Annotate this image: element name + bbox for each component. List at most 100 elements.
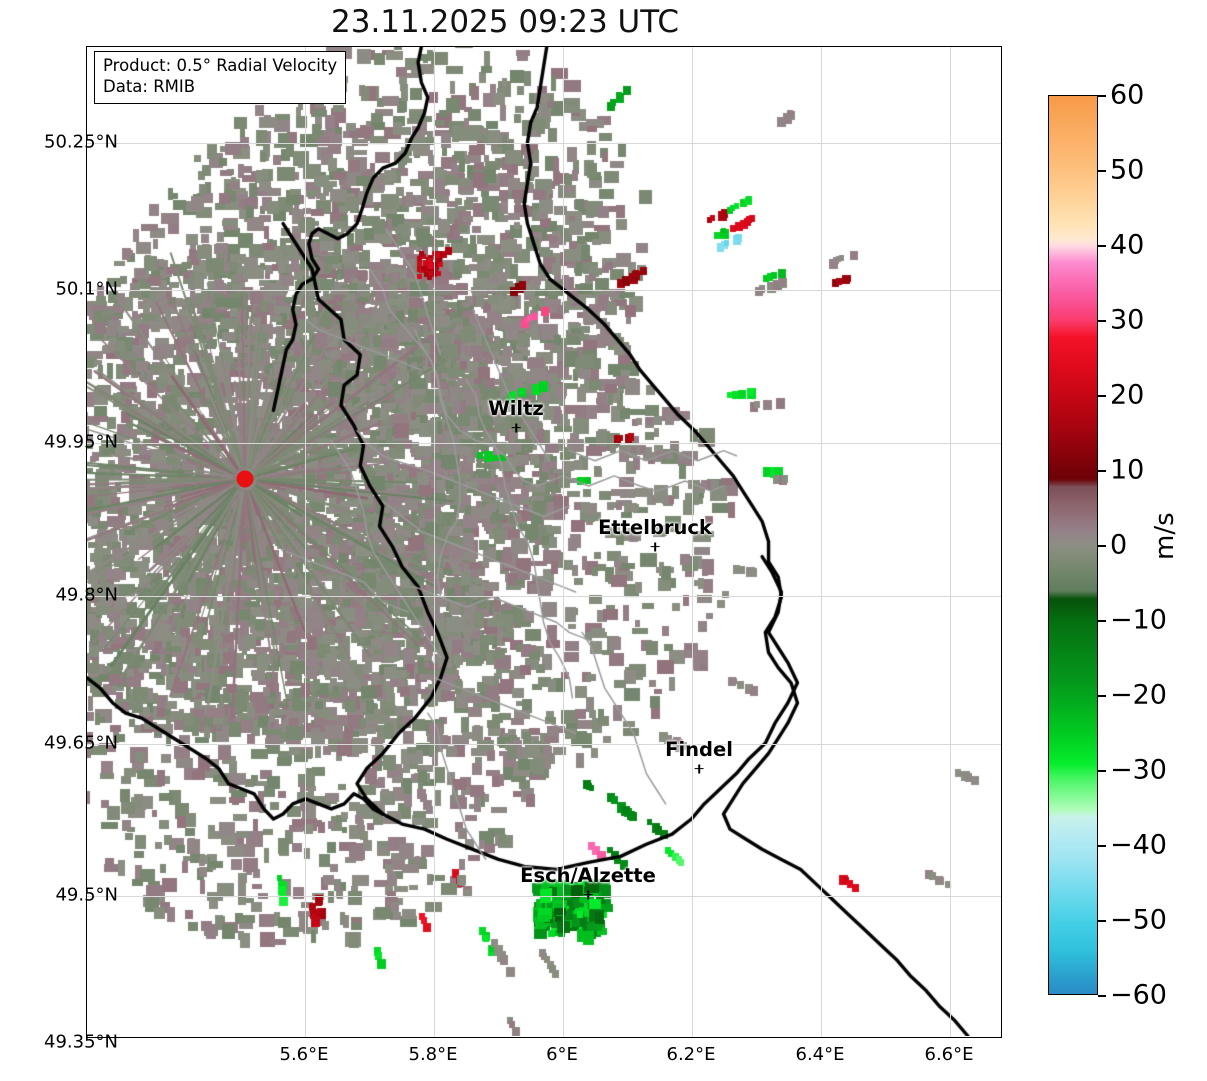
colorbar-tick <box>1098 95 1106 97</box>
colorbar-segment <box>1049 546 1097 562</box>
city-marker-esch-alzette: Esch/Alzette <box>520 864 656 901</box>
radar-site-marker <box>236 470 254 488</box>
colorbar[interactable] <box>1048 95 1098 995</box>
gridline-lon <box>305 47 306 1037</box>
colorbar-tick-label-1: 50 <box>1110 154 1145 186</box>
colorbar-tick-label-11: −50 <box>1110 904 1167 936</box>
colorbar-segment <box>1049 276 1097 292</box>
city-label: Findel <box>665 738 733 761</box>
lon-tick-label-0: 5.6°E <box>279 1044 329 1065</box>
lat-tick-label-4: 49.65°N <box>44 732 118 754</box>
colorbar-segment <box>1049 223 1097 240</box>
colorbar-tick-label-0: 60 <box>1110 79 1145 111</box>
lat-tick-label-3: 49.8°N <box>55 584 118 606</box>
colorbar-tick-label-6: 0 <box>1110 529 1128 561</box>
colorbar-tick <box>1098 395 1106 397</box>
colorbar-tick <box>1098 770 1106 772</box>
lat-tick-label-0: 50.25°N <box>44 131 118 153</box>
colorbar-tick <box>1098 245 1106 247</box>
colorbar-segment <box>1049 486 1097 502</box>
colorbar-segment <box>1049 973 1097 994</box>
colorbar-segment <box>1049 576 1097 592</box>
colorbar-unit-label: m/s <box>1150 512 1180 560</box>
colorbar-segment <box>1049 321 1097 337</box>
colorbar-tick-label-3: 30 <box>1110 304 1145 336</box>
colorbar-segment <box>1049 238 1097 247</box>
product-info-box: Product: 0.5° Radial Velocity Data: RMIB <box>94 51 347 104</box>
colorbar-segment <box>1049 291 1097 307</box>
colorbar-segment <box>1049 246 1097 262</box>
colorbar-segment <box>1049 306 1097 322</box>
colorbar-tick <box>1098 845 1106 847</box>
colorbar-tick-label-5: 10 <box>1110 454 1145 486</box>
colorbar-tick <box>1098 170 1106 172</box>
colorbar-segment <box>1049 598 1097 622</box>
city-label: Ettelbruck <box>598 516 712 539</box>
radar-map-plot[interactable]: Wiltz Ettelbruck Findel Esch/Alzette Produc… <box>86 46 1002 1038</box>
colorbar-segment <box>1049 96 1097 135</box>
colorbar-segment <box>1049 621 1097 652</box>
colorbar-segment <box>1049 951 1097 975</box>
colorbar-segment <box>1049 778 1097 795</box>
colorbar-segment <box>1049 171 1097 202</box>
lat-tick-label-2: 49.95°N <box>44 431 118 453</box>
city-label: Wiltz <box>488 397 544 420</box>
gridline-lon <box>563 47 564 1037</box>
colorbar-tick-label-10: −40 <box>1110 829 1167 861</box>
colorbar-tick-label-2: 40 <box>1110 229 1145 261</box>
colorbar-segment <box>1049 591 1097 600</box>
city-cross-icon <box>665 762 733 775</box>
data-source-line: Data: RMIB <box>103 76 196 96</box>
colorbar-segment <box>1049 516 1097 532</box>
gridline-lat <box>87 744 1001 745</box>
colorbar-segment <box>1049 793 1097 810</box>
colorbar-segment <box>1049 763 1097 780</box>
colorbar-tick <box>1098 920 1106 922</box>
city-cross-icon <box>598 540 712 553</box>
colorbar-tick <box>1098 470 1106 472</box>
colorbar-segment <box>1049 478 1097 487</box>
colorbar-tick <box>1098 995 1106 997</box>
lat-tick-label-6: 49.35°N <box>44 1031 118 1053</box>
colorbar-segment <box>1049 201 1097 225</box>
page-title: 23.11.2025 09:23 UTC <box>331 4 679 40</box>
city-marker-wiltz: Wiltz <box>488 397 544 434</box>
gridline-lon <box>821 47 822 1037</box>
product-line: Product: 0.5° Radial Velocity <box>103 56 338 75</box>
colorbar-tick-label-7: −10 <box>1110 604 1167 636</box>
colorbar-segment <box>1049 396 1097 427</box>
gridline-lon <box>950 47 951 1037</box>
colorbar-segment <box>1049 133 1097 172</box>
colorbar-segment <box>1049 261 1097 277</box>
colorbar-segment <box>1049 426 1097 457</box>
colorbar-segment <box>1049 921 1097 952</box>
colorbar-segment <box>1049 456 1097 480</box>
colorbar-segment <box>1049 883 1097 922</box>
colorbar-segment <box>1049 831 1097 855</box>
colorbar-tick-label-12: −60 <box>1110 979 1167 1011</box>
lon-tick-label-2: 6°E <box>546 1044 578 1065</box>
gridline-lat <box>87 443 1001 444</box>
colorbar-tick-label-8: −20 <box>1110 679 1167 711</box>
gridline-lat <box>87 596 1001 597</box>
colorbar-segment <box>1049 336 1097 367</box>
lon-tick-label-5: 6.6°E <box>924 1044 974 1065</box>
colorbar-segment <box>1049 816 1097 832</box>
colorbar-segment <box>1049 651 1097 682</box>
colorbar-segment <box>1049 741 1097 765</box>
city-marker-ettelbruck: Ettelbruck <box>598 516 712 553</box>
colorbar-tick-label-9: −30 <box>1110 754 1167 786</box>
radar-velocity-field <box>87 47 1000 1036</box>
lat-tick-label-5: 49.5°N <box>55 884 118 906</box>
colorbar-segment <box>1049 531 1097 547</box>
city-cross-icon <box>488 421 544 434</box>
colorbar-tick <box>1098 695 1106 697</box>
colorbar-segment <box>1049 808 1097 817</box>
gridline-lon <box>434 47 435 1037</box>
colorbar-tick <box>1098 620 1106 622</box>
gridline-lat <box>87 143 1001 144</box>
colorbar-tick <box>1098 320 1106 322</box>
colorbar-segment <box>1049 366 1097 397</box>
lon-tick-label-1: 5.8°E <box>408 1044 458 1065</box>
colorbar-gradient <box>1048 95 1098 995</box>
